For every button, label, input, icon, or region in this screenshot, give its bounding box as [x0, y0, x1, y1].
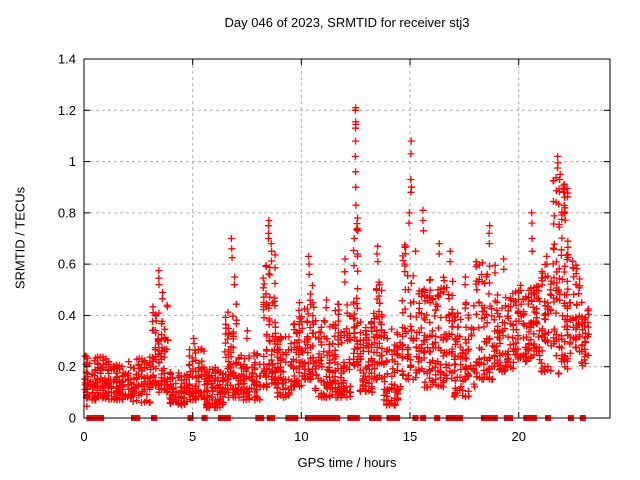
y-tick-label: 1.2	[58, 103, 76, 118]
y-tick-label: 0.6	[58, 257, 76, 272]
x-tick-label: 15	[403, 429, 417, 444]
y-tick-label: 0.8	[58, 205, 76, 220]
x-tick-label: 20	[511, 429, 525, 444]
y-tick-label: 1	[69, 154, 76, 169]
x-tick-label: 0	[80, 429, 87, 444]
y-tick-label: 0.4	[58, 308, 76, 323]
x-tick-label: 5	[189, 429, 196, 444]
y-tick-label: 1.4	[58, 52, 76, 67]
data-points	[81, 104, 592, 412]
y-tick-label: 0.2	[58, 359, 76, 374]
y-axis-label: SRMTID / TECUs	[12, 186, 28, 290]
x-tick-label: 10	[294, 429, 308, 444]
chart-title: Day 046 of 2023, SRMTID for receiver stj…	[224, 15, 470, 30]
y-tick-label: 0	[69, 411, 76, 426]
x-axis-label: GPS time / hours	[297, 455, 397, 470]
plot-border	[83, 58, 611, 419]
